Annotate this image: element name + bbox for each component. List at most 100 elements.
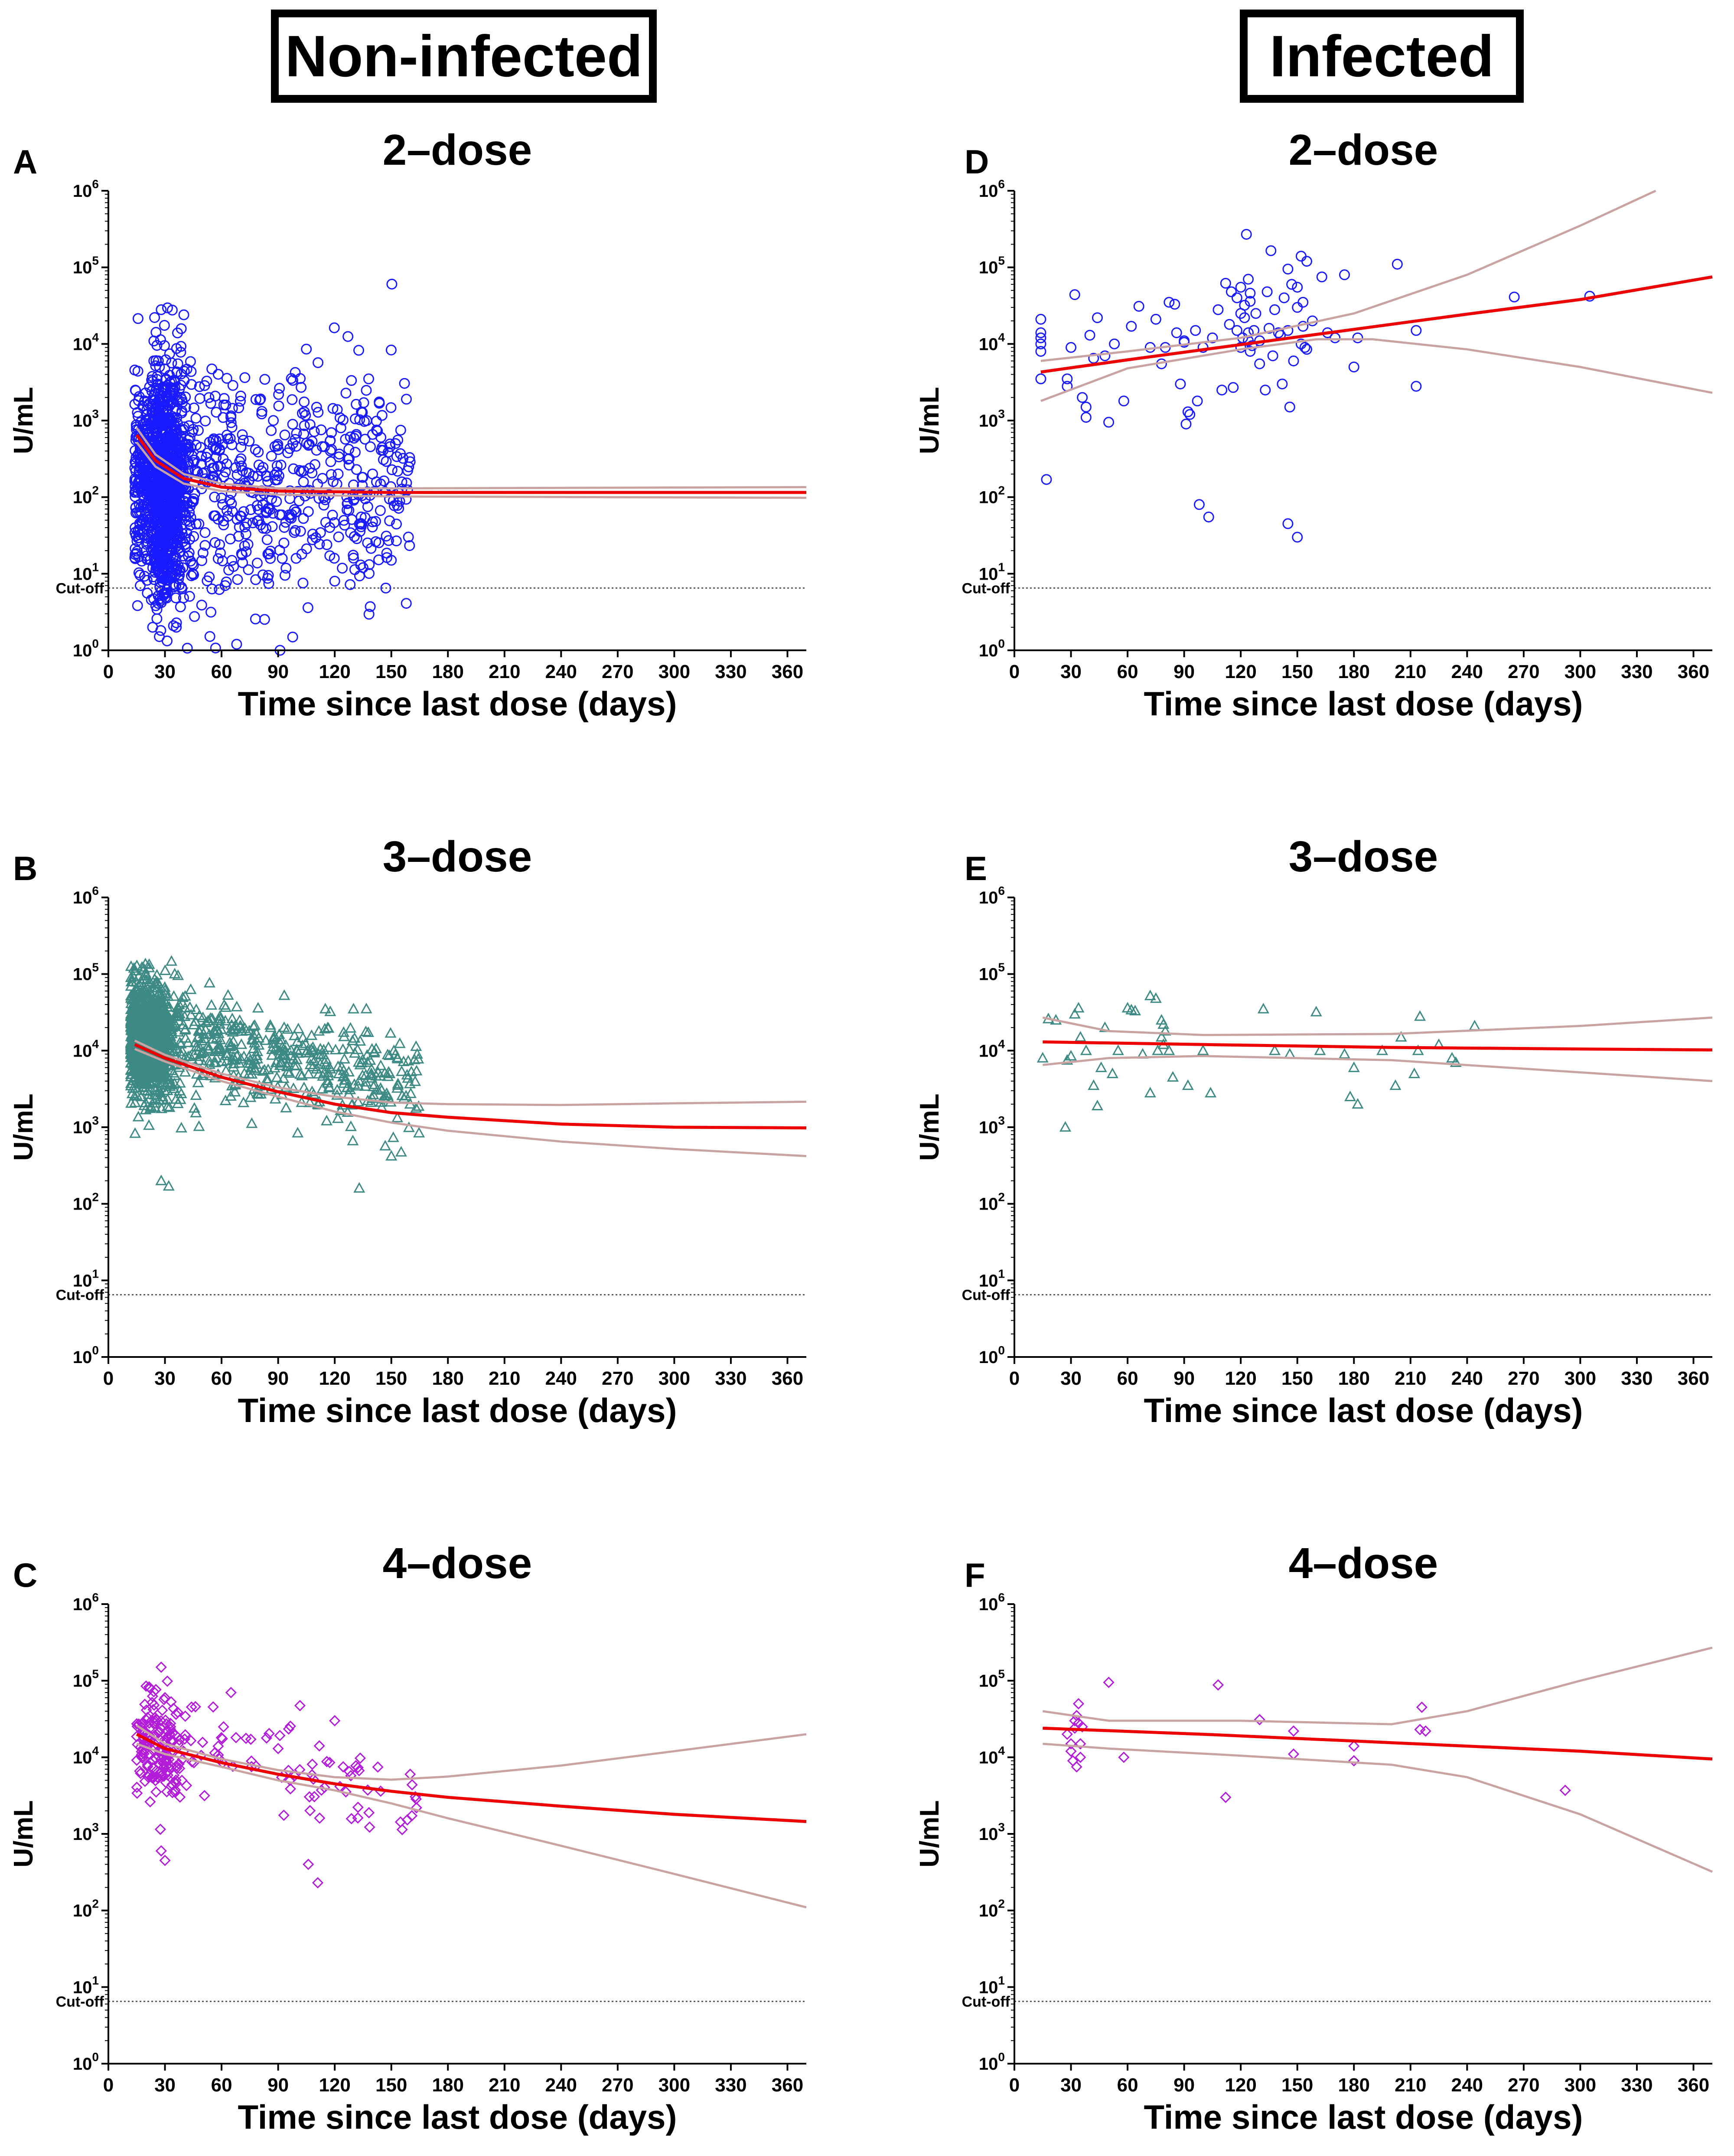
x-tick-label: 30 [1060, 1368, 1082, 1389]
data-point [411, 1802, 422, 1814]
data-point [197, 547, 209, 558]
data-point [157, 481, 169, 493]
data-point [1267, 350, 1278, 362]
data-point [216, 1055, 228, 1067]
data-point [141, 553, 153, 564]
data-point [1286, 279, 1297, 290]
data-point [1228, 382, 1239, 393]
x-axis-label: Time since last dose (days) [238, 685, 677, 723]
data-point [151, 1714, 163, 1726]
data-point [190, 1089, 202, 1100]
data-point [150, 1774, 161, 1787]
data-point [161, 1100, 173, 1111]
data-point [170, 592, 182, 603]
data-point [171, 622, 182, 633]
data-point [331, 1083, 343, 1095]
data-point [313, 1740, 325, 1752]
data-point [329, 1715, 341, 1727]
data-point [227, 1061, 240, 1072]
data-point [380, 582, 391, 594]
x-tick-label: 270 [1508, 661, 1539, 682]
x-tick-label: 90 [267, 2074, 289, 2096]
data-point [395, 1146, 407, 1157]
x-tick-label: 300 [1565, 1368, 1596, 1389]
data-point [1316, 271, 1327, 283]
data-point [175, 601, 186, 613]
data-point [244, 1054, 256, 1065]
data-point [334, 412, 345, 424]
data-point [304, 1096, 316, 1107]
data-point [266, 425, 277, 436]
data-point [1243, 274, 1254, 285]
data-point [278, 537, 290, 548]
x-tick-label: 330 [715, 1368, 746, 1389]
data-point [174, 1093, 186, 1104]
data-point [318, 499, 329, 511]
data-point [1245, 346, 1256, 357]
panel-letter: F [965, 1556, 985, 1594]
data-point [266, 450, 277, 462]
x-tick-label: 150 [375, 661, 407, 682]
data-point [365, 543, 377, 554]
data-point [225, 533, 236, 545]
data-point [269, 1093, 281, 1104]
data-point [214, 584, 225, 595]
data-point [287, 1082, 300, 1093]
data-point [172, 1007, 184, 1018]
x-tick-label: 0 [103, 2074, 114, 2096]
data-point [274, 1057, 287, 1068]
data-point [346, 375, 357, 386]
data-point [172, 1001, 184, 1013]
data-point [279, 522, 290, 533]
data-point [241, 546, 252, 558]
x-tick-label: 30 [154, 1368, 176, 1389]
data-point [385, 1027, 397, 1038]
data-point [228, 1057, 240, 1069]
data-point [1241, 228, 1252, 240]
data-point [136, 961, 148, 972]
data-point [1420, 1725, 1431, 1737]
data-point [1287, 1748, 1300, 1760]
data-point [1295, 251, 1307, 262]
data-point [218, 412, 229, 423]
y-tick-label: 105 [73, 1667, 99, 1691]
data-point [157, 1758, 169, 1769]
data-point [404, 456, 416, 467]
data-point [130, 995, 143, 1007]
data-point [401, 494, 412, 505]
data-point [239, 372, 251, 383]
data-point [317, 473, 328, 484]
data-point [1348, 1755, 1360, 1767]
data-point [406, 1779, 418, 1791]
data-point [261, 1732, 272, 1744]
data-point [140, 545, 152, 556]
data-point [375, 432, 387, 443]
data-point [165, 550, 176, 561]
data-point [219, 1014, 231, 1026]
x-tick-label: 240 [545, 1368, 577, 1389]
x-tick-label: 180 [432, 661, 464, 682]
data-point [301, 343, 312, 355]
data-point [1171, 327, 1182, 339]
data-point [166, 955, 178, 966]
x-tick-label: 60 [1117, 1368, 1138, 1389]
data-point [326, 427, 337, 438]
data-point [210, 510, 221, 522]
data-point [155, 400, 166, 411]
data-point [349, 493, 360, 505]
data-point [206, 363, 218, 375]
data-point [1076, 1721, 1088, 1733]
fit-line [134, 1043, 807, 1130]
data-point [194, 393, 205, 404]
data-point [319, 1056, 331, 1067]
data-point [364, 1821, 375, 1833]
ci-upper-line [136, 427, 807, 489]
data-point [190, 413, 202, 424]
data-point [1284, 401, 1295, 413]
data-point [327, 403, 339, 414]
data-point [391, 535, 402, 547]
data-point [196, 1034, 208, 1046]
data-point [166, 1779, 178, 1791]
x-tick-label: 270 [602, 2074, 633, 2096]
data-point [215, 547, 226, 558]
